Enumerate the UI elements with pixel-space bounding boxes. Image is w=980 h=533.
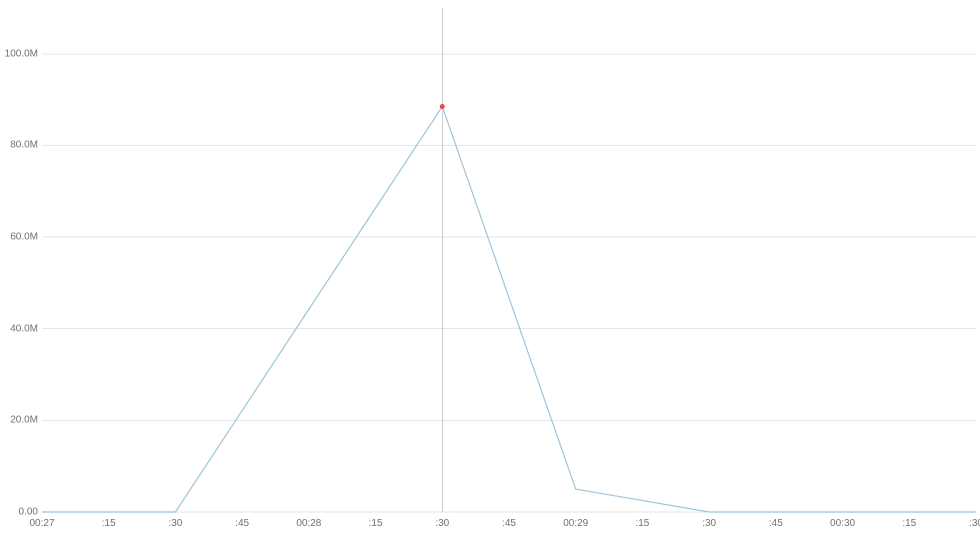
x-tick-label: 00:28 — [296, 518, 321, 529]
x-tick-label: :15 — [102, 518, 116, 529]
x-tick-label: :30 — [702, 518, 716, 529]
x-tick-label: :45 — [235, 518, 249, 529]
x-tick-label: :30 — [435, 518, 449, 529]
x-tick-label: :30 — [969, 518, 980, 529]
x-tick-label: :45 — [502, 518, 516, 529]
line-chart[interactable]: 0.00 20.0M 40.0M 60.0M 80.0M 100.0M 00:27 :15 :3… — [0, 0, 980, 533]
x-tick-label: :15 — [902, 518, 916, 529]
x-tick-label: 00:29 — [563, 518, 588, 529]
x-tick-label: :15 — [369, 518, 383, 529]
chart-svg — [0, 0, 980, 533]
y-tick-label: 60.0M — [10, 232, 38, 243]
y-tick-label: 100.0M — [5, 48, 38, 59]
x-tick-label: 00:27 — [29, 518, 54, 529]
series-line — [42, 107, 976, 512]
x-tick-label: :30 — [168, 518, 182, 529]
x-tick-label: :15 — [635, 518, 649, 529]
x-tick-label: 00:30 — [830, 518, 855, 529]
y-tick-label: 0.00 — [19, 507, 38, 518]
y-tick-label: 80.0M — [10, 140, 38, 151]
y-tick-label: 20.0M — [10, 415, 38, 426]
y-tick-label: 40.0M — [10, 323, 38, 334]
x-tick-label: :45 — [769, 518, 783, 529]
marker-dot — [440, 104, 445, 109]
